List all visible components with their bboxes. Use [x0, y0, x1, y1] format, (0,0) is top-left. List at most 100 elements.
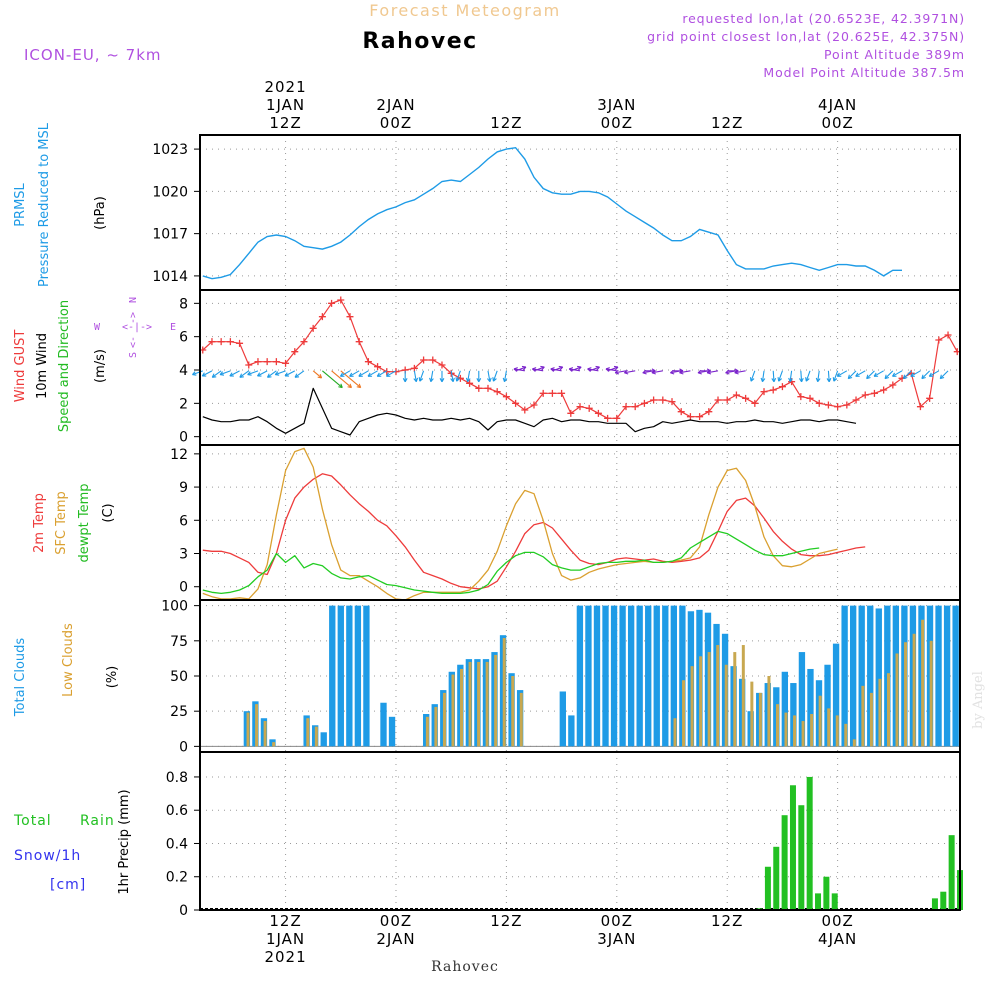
- gust-marker: [613, 414, 621, 422]
- gust-marker: [548, 389, 556, 397]
- wind-arrow-head: [670, 369, 675, 375]
- low-cloud-bar: [801, 721, 805, 747]
- precip-mm-label: 1hr Precip (mm): [117, 789, 132, 894]
- wind-arrow-head: [513, 367, 518, 372]
- wind-arrow: [833, 370, 839, 382]
- wind-arrow-head: [502, 377, 508, 383]
- gust-marker: [797, 393, 805, 401]
- total-cloud-bar: [790, 683, 797, 747]
- wind-arrow: [322, 370, 343, 388]
- low-cloud-bar: [707, 652, 711, 747]
- top-time-label: 00Z: [821, 114, 853, 132]
- low-cloud-bar: [460, 668, 464, 747]
- low-cloud-bar: [758, 692, 762, 747]
- gust-marker: [815, 399, 823, 407]
- total-cloud-bar: [627, 605, 635, 747]
- rain-bar: [764, 866, 771, 910]
- wind-arrow: [211, 370, 222, 378]
- wind-arrow: [532, 368, 544, 372]
- precip-panel: Total Rain Snow/1h [cm] 1hr Precip (mm): [13, 789, 132, 894]
- wind-arrow-head: [247, 371, 252, 376]
- y-tick-label: 100: [161, 599, 188, 615]
- low-cloud-bar: [886, 673, 890, 747]
- bottom-time-label: 00Z: [821, 912, 853, 930]
- total-cloud-bar: [576, 605, 584, 747]
- wind-arrow-head: [455, 377, 460, 382]
- temp-sfc-label: SFC Temp: [54, 491, 69, 555]
- total-cloud-bar: [388, 716, 396, 747]
- low-cloud-bar: [733, 652, 737, 747]
- forecast-subtitle: Forecast Meteogram: [369, 1, 560, 20]
- wind-arrow-head: [798, 377, 804, 383]
- wind-arrow: [778, 370, 783, 382]
- wind-arrow: [642, 370, 654, 374]
- wind-arrow: [827, 370, 830, 382]
- wind-arrow-head: [274, 371, 280, 376]
- wind-arrow-head: [367, 372, 373, 377]
- wind-arrow: [607, 366, 619, 372]
- wind-arrow-head: [429, 377, 434, 383]
- total-cloud-bar: [935, 605, 942, 747]
- total-cloud-bar: [670, 605, 678, 747]
- total-cloud-bar: [610, 605, 618, 747]
- wind-arrow: [910, 370, 921, 377]
- gust-marker: [870, 389, 878, 397]
- wind-arrow: [569, 368, 581, 372]
- wind-arrow: [884, 370, 894, 380]
- wind-arrow-head: [413, 377, 419, 383]
- wind-arrow-head: [349, 372, 354, 377]
- cm-label: [cm]: [50, 877, 86, 893]
- rain-bar: [831, 893, 838, 910]
- wind-arrow-head: [788, 377, 793, 383]
- total-cloud-bar: [568, 715, 575, 747]
- station-title: Rahovec: [362, 29, 477, 54]
- gust-marker: [466, 379, 474, 387]
- wind-arrow: [349, 370, 360, 377]
- gust-marker: [604, 414, 612, 422]
- total-cloud-bar: [363, 605, 370, 747]
- wind-arrow: [284, 370, 296, 377]
- wind-arrow-head: [229, 372, 234, 377]
- wind-arrow-head: [826, 377, 832, 383]
- gust-marker: [594, 409, 602, 417]
- y-tick-label: 0: [179, 580, 188, 596]
- low-cloud-bar: [425, 716, 429, 747]
- wind-arrow: [939, 370, 949, 380]
- gust-marker: [410, 364, 418, 372]
- total-cloud-bar: [841, 605, 848, 747]
- wind-arrow: [837, 370, 848, 377]
- wind-arrow-head: [749, 377, 755, 382]
- wind-arrow: [734, 370, 746, 374]
- y-tick-label: 0.4: [166, 836, 188, 852]
- hpa-label: (hPa): [93, 196, 108, 230]
- gust-marker: [769, 386, 777, 394]
- wind-arrow-head: [532, 367, 537, 372]
- bottom-time-label: 12Z: [269, 912, 301, 930]
- wind-arrow-head: [402, 378, 408, 383]
- rain-bar: [815, 893, 822, 910]
- wind-arrow-head: [476, 378, 482, 383]
- wind-arrow-head: [540, 365, 545, 371]
- top-time-label: 1JAN: [266, 96, 305, 114]
- wind-gust-label: Wind GUST: [13, 330, 28, 403]
- low-cloud-bar: [306, 718, 310, 747]
- wind-arrow: [817, 370, 820, 382]
- bottom-time-label: 2JAN: [376, 930, 415, 948]
- wind-arrow-head: [605, 367, 610, 372]
- gust-marker: [502, 393, 510, 401]
- low-cloud-bar: [314, 726, 318, 747]
- y-tick-label: 1017: [152, 227, 188, 243]
- gust-marker: [438, 361, 446, 369]
- wind-arrow-head: [376, 372, 382, 377]
- pressure-line: [202, 146, 902, 280]
- total-cloud-bar: [849, 605, 857, 747]
- total-cloud-bar: [943, 605, 951, 747]
- low-cloud-bar: [929, 640, 933, 747]
- low-cloud-bar: [921, 619, 925, 747]
- top-time-label: 12Z: [711, 114, 743, 132]
- low-cloud-bar: [818, 695, 822, 747]
- wind-arrow-head: [192, 371, 197, 376]
- y-tick-label: 2: [179, 396, 188, 412]
- low-cloud-bar: [272, 742, 276, 747]
